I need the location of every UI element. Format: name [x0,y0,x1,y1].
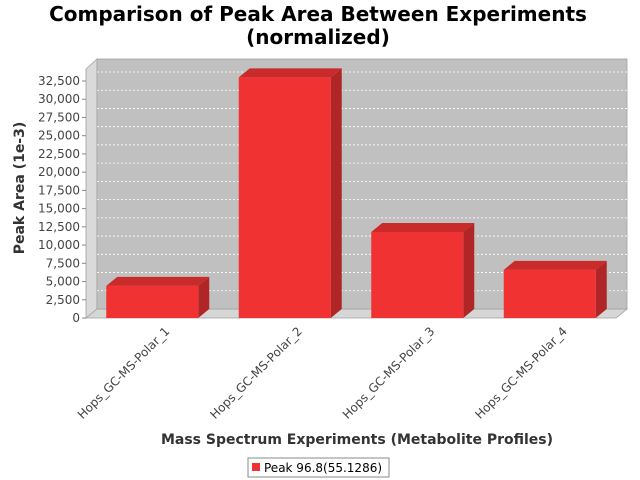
y-tick-label: 12,500 [38,220,80,234]
legend-swatch [252,463,260,471]
y-tick-label: 32,500 [38,74,80,88]
bar-side [595,260,607,318]
legend-box [247,457,390,478]
plot-left-wall [85,58,98,319]
chart-title-line-2: (normalized) [246,25,390,49]
chart-title-line-1: Comparison of Peak Area Between Experime… [49,2,587,26]
bar [503,260,607,318]
y-tick-label: 25,000 [38,129,80,143]
bar [371,222,475,318]
y-axis-title: Peak Area (1e-3) [12,122,28,255]
grid-lines [97,71,627,292]
y-tick-label: 20,000 [38,165,80,179]
bar-front [106,285,199,318]
bar [106,276,210,318]
y-tick-label: 2,500 [46,293,80,307]
y-tick-label: 27,500 [38,110,80,124]
y-axis-ticks: 0 2,500 5,000 7,500 10,000 12,500 15,000 17,500… [38,74,86,325]
bar-front [503,269,596,318]
bar-side [463,222,475,318]
bar-top [503,260,607,270]
x-tick-label: Hops_GC-MS-Polar_3 [340,324,438,422]
y-tick-label: 5,000 [46,275,80,289]
x-axis-title: Mass Spectrum Experiments (Metabolite Pr… [161,432,553,448]
y-tick-label: 0 [72,311,80,325]
bar-front [371,231,464,318]
bar [238,68,342,318]
bar-front [238,77,331,318]
bar-series [106,68,607,318]
bar-top [371,222,475,232]
x-axis-labels: Hops_GC-MS-Polar_1 Hops_GC-MS-Polar_2 Hops… [75,324,570,422]
legend: Peak 96.8(55.1286) [247,457,390,478]
x-tick-label: Hops_GC-MS-Polar_1 [75,324,173,422]
y-tick-label: 22,500 [38,147,80,161]
legend-label: Peak 96.8(55.1286) [264,461,382,475]
x-tick-label: Hops_GC-MS-Polar_4 [472,324,570,422]
y-tick-label: 7,500 [46,256,80,270]
bar-top [106,276,210,286]
y-tick-label: 30,000 [38,92,80,106]
x-tick-label: Hops_GC-MS-Polar_2 [207,324,305,422]
bar-side [198,276,210,318]
y-tick-label: 10,000 [38,238,80,252]
bar-side [330,68,342,318]
bar-top [238,68,342,78]
y-tick-label: 17,500 [38,183,80,197]
y-tick-label: 15,000 [38,202,80,216]
